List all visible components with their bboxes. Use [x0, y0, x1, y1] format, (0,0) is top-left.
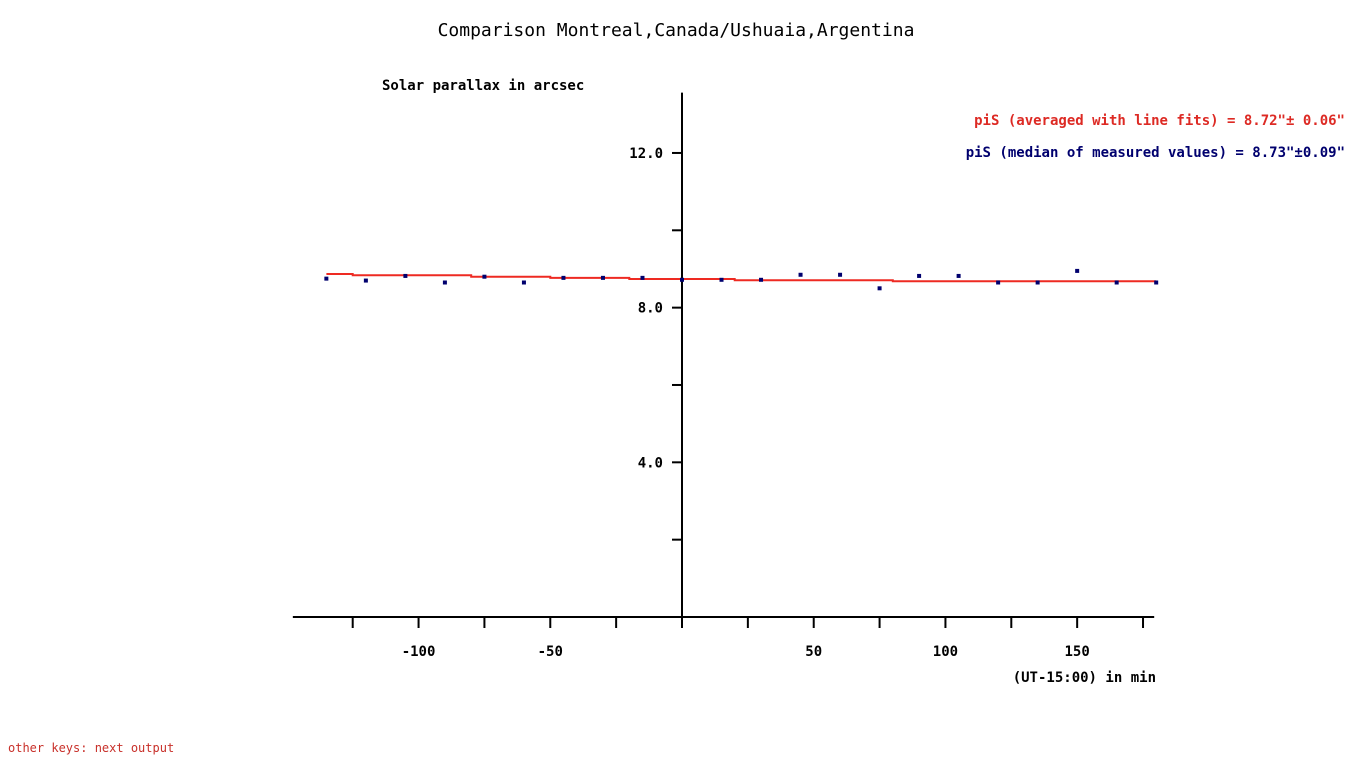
data-point [442, 280, 447, 285]
data-point [403, 273, 408, 278]
footer-hint: other keys: next output [8, 741, 175, 755]
data-point [996, 280, 1001, 285]
data-point [1075, 268, 1080, 273]
data-point [640, 275, 645, 280]
data-points [324, 268, 1159, 291]
data-point [680, 277, 684, 282]
axes: -100 -50 50 100 150 4.0 8.0 12.0 [292, 92, 1155, 660]
y-axis-label: Solar parallax in arcsec [382, 78, 584, 94]
data-point [719, 277, 724, 282]
data-point [877, 286, 882, 291]
y-tick-label: 8.0 [638, 301, 663, 317]
data-point [838, 272, 843, 277]
x-tick-label: -100 [402, 644, 436, 660]
chart-title: Comparison Montreal,Canada/Ushuaia,Argen… [438, 20, 915, 41]
data-point [363, 278, 368, 283]
data-point [956, 273, 961, 278]
data-point [521, 280, 526, 285]
data-point [561, 275, 566, 280]
data-point [324, 276, 329, 281]
x-axis-label: (UT-15:00) in min [1013, 670, 1156, 686]
annotation-averaged: piS (averaged with line fits) = 8.72"± 0… [974, 113, 1345, 129]
x-tick-label: -50 [538, 644, 563, 660]
data-point [798, 272, 803, 277]
data-point [1114, 280, 1119, 285]
x-tick-label: 100 [933, 644, 958, 660]
fit-line-group [326, 273, 1157, 283]
data-point [1154, 280, 1159, 285]
fit-line [326, 273, 1157, 283]
data-point [600, 275, 605, 280]
data-point [482, 274, 487, 279]
annotation-median: piS (median of measured values) = 8.73"±… [966, 145, 1345, 161]
data-point [1035, 280, 1040, 285]
x-tick-label: 50 [805, 644, 822, 660]
y-tick-label: 4.0 [638, 455, 663, 471]
x-tick-label: 150 [1065, 644, 1090, 660]
data-point [759, 277, 764, 282]
y-tick-label: 12.0 [629, 146, 663, 162]
data-point [917, 273, 922, 278]
